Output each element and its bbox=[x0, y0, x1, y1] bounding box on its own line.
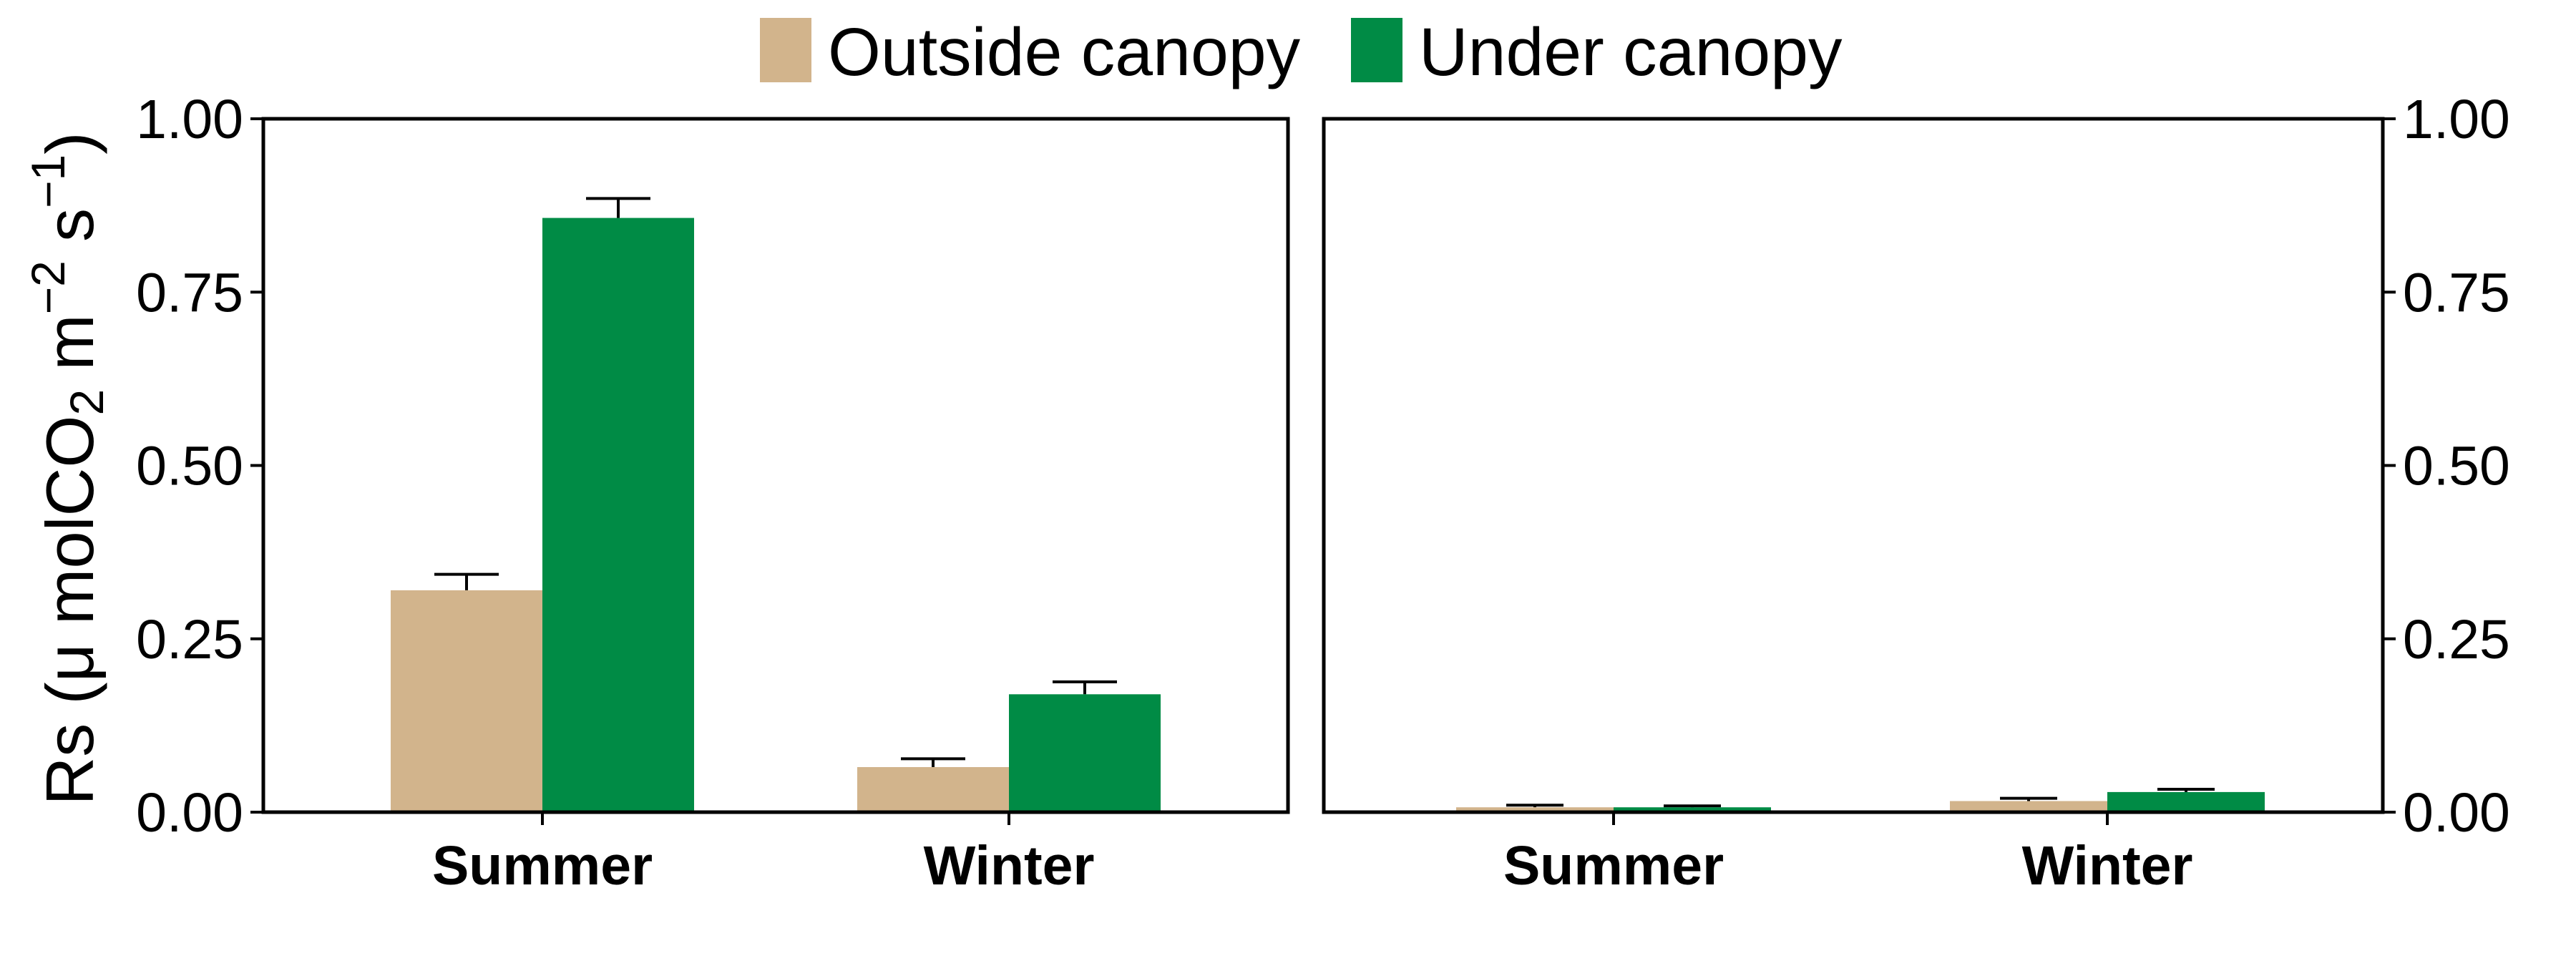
bar-under-canopy-summer bbox=[1614, 807, 1771, 812]
x-category-label: Summer bbox=[1503, 835, 1724, 897]
y-tick-label: 0.50 bbox=[136, 436, 243, 497]
panel-frame bbox=[1322, 117, 2385, 814]
y-tick-label: 0.75 bbox=[136, 262, 243, 323]
legend: Outside canopy Under canopy bbox=[760, 14, 1843, 90]
y-tick-label: 0.25 bbox=[136, 609, 243, 670]
bar-under-canopy-winter bbox=[2107, 791, 2265, 812]
y-axis-label: Rs (μ molCO2 m−2 s−1) bbox=[21, 132, 113, 805]
bar-outside-canopy-summer bbox=[391, 590, 542, 812]
y-tick-label: 1.00 bbox=[136, 89, 243, 150]
x-category-label: Summer bbox=[432, 835, 653, 897]
y-tick-label: 0.00 bbox=[2403, 782, 2510, 844]
y-tick-label: 0.75 bbox=[2403, 262, 2510, 323]
bar-outside-canopy-winter bbox=[857, 767, 1009, 812]
y-tick-label: 1.00 bbox=[2403, 89, 2510, 150]
bar-under-canopy-winter bbox=[1009, 694, 1161, 812]
legend-swatch-under-canopy bbox=[1351, 18, 1402, 82]
y-tick-label: 0.00 bbox=[136, 782, 243, 844]
y-tick-label: 0.50 bbox=[2403, 436, 2510, 497]
x-category-label: Winter bbox=[924, 835, 1095, 897]
bar-under-canopy-summer bbox=[542, 218, 694, 812]
panel-right: 0.00 0.25 0.50 0.75 1.00 Summer Winter bbox=[1322, 89, 2510, 897]
panel-left: 0.00 0.25 0.50 0.75 1.00 Summer Winter bbox=[136, 89, 1290, 897]
bar-outside-canopy-winter bbox=[1950, 801, 2107, 812]
x-category-label: Winter bbox=[2022, 835, 2193, 897]
legend-label-outside-canopy: Outside canopy bbox=[828, 14, 1301, 90]
bar-outside-canopy-summer bbox=[1456, 807, 1614, 812]
y-tick-label: 0.25 bbox=[2403, 609, 2510, 670]
legend-swatch-outside-canopy bbox=[760, 18, 811, 82]
legend-label-under-canopy: Under canopy bbox=[1419, 14, 1843, 90]
